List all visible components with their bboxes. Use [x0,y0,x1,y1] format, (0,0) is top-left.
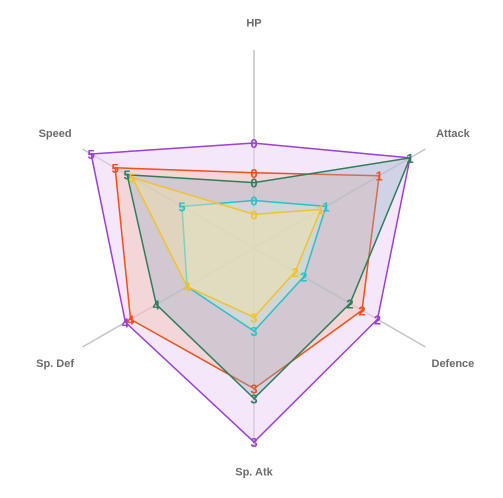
series-3-point-label-4: 4 [184,280,192,295]
series-2-point-label-3: 3 [250,391,257,406]
series-1-point-label-1: 1 [376,169,383,184]
series-0-point-label-0: 0 [250,136,257,151]
series-4-point-label-2: 2 [292,265,299,280]
axis-label-1: Attack [436,128,471,140]
series-1-point-label-0: 0 [250,166,257,181]
series-3-point-label-3: 3 [250,324,257,339]
radar-series [90,142,411,443]
series-0-point-label-1: 1 [406,151,413,166]
series-3-point-label-0: 0 [250,193,257,208]
series-2-point-label-4: 4 [153,297,161,312]
series-0-point-label-4: 4 [122,315,130,330]
series-4-point-label-4: 4 [184,280,192,295]
series-2-area [126,157,411,400]
axis-label-3: Sp. Atk [235,467,273,479]
series-2-point-label-2: 2 [346,296,353,311]
series-4-point-label-3: 3 [250,310,257,325]
series-4-point-label-5: 5 [129,171,136,186]
axis-label-2: Defence [432,358,475,370]
series-2-point-label-0: 0 [250,176,257,191]
axis-label-5: Speed [39,128,72,140]
series-4-point-label-0: 0 [250,207,257,222]
series-3-point-label-2: 2 [300,270,307,285]
series-1-area [114,167,380,390]
series-3-point-label-5: 5 [178,199,185,214]
series-1-point-label-2: 2 [358,303,365,318]
axis-label-0: HP [246,17,261,29]
series-3-point-label-1: 1 [322,199,329,214]
series-1-point-label-3: 3 [250,382,257,397]
series-3-area [181,199,327,332]
series-1-point-label-5: 5 [111,161,118,176]
series-4-point-label-1: 1 [317,202,324,217]
series-0-point-label-5: 5 [87,147,94,162]
series-2-point-label-1: 1 [406,151,413,166]
radar-axis-labels: HP Attack Defence Sp. Atk Sp. Def Speed [36,17,474,478]
axis-label-4: Sp. Def [36,358,74,370]
series-1-point-label-4: 4 [127,312,135,327]
series-4-area [131,176,322,319]
series-0-point-label-3: 3 [250,435,257,450]
series-0-point-label-2: 2 [374,312,381,327]
series-2-point-label-5: 5 [123,168,130,183]
